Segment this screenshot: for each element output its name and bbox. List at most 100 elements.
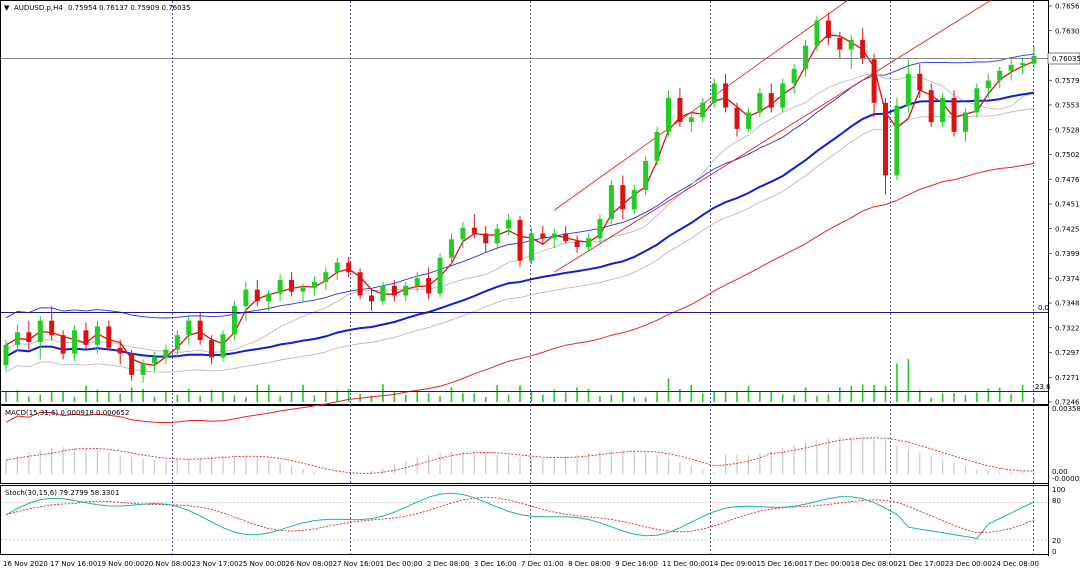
candle[interactable]	[483, 225, 489, 253]
candle[interactable]	[403, 281, 409, 302]
candle[interactable]	[197, 312, 203, 345]
candle[interactable]	[414, 272, 420, 292]
candle[interactable]	[700, 97, 706, 123]
candle[interactable]	[905, 59, 911, 113]
candle[interactable]	[780, 78, 786, 113]
candle[interactable]	[586, 233, 592, 251]
candle[interactable]	[654, 127, 660, 166]
candle[interactable]	[106, 320, 112, 350]
candle[interactable]	[894, 97, 900, 181]
candle[interactable]	[734, 102, 740, 137]
candle-body	[380, 285, 386, 302]
candle[interactable]	[643, 156, 649, 195]
candle[interactable]	[83, 322, 89, 350]
candle[interactable]	[448, 233, 454, 265]
candle[interactable]	[871, 53, 877, 118]
candle[interactable]	[14, 324, 20, 352]
candle[interactable]	[677, 88, 683, 128]
candle[interactable]	[517, 216, 523, 268]
candle[interactable]	[540, 225, 546, 246]
candle[interactable]	[951, 90, 957, 137]
candle[interactable]	[1008, 59, 1014, 81]
candle[interactable]	[563, 225, 569, 244]
candle[interactable]	[117, 340, 123, 365]
candle[interactable]	[688, 112, 694, 132]
candle[interactable]	[357, 268, 363, 300]
candle[interactable]	[186, 315, 192, 345]
candle[interactable]	[277, 274, 283, 302]
candle[interactable]	[140, 359, 146, 383]
candle[interactable]	[711, 78, 717, 108]
candle[interactable]	[757, 88, 763, 118]
price-label: 0.76305	[1055, 27, 1080, 35]
candle[interactable]	[460, 221, 466, 249]
candle[interactable]	[1020, 57, 1026, 74]
candle[interactable]	[608, 180, 614, 224]
candle[interactable]	[60, 330, 66, 360]
candle[interactable]	[437, 252, 443, 298]
candle[interactable]	[791, 64, 797, 94]
candle[interactable]	[72, 325, 78, 362]
candle[interactable]	[289, 272, 295, 297]
candle[interactable]	[254, 279, 260, 307]
candle[interactable]	[311, 276, 317, 296]
candle[interactable]	[334, 257, 340, 280]
candle[interactable]	[37, 315, 43, 360]
candle[interactable]	[974, 83, 980, 118]
candle[interactable]	[323, 267, 329, 290]
time-label: 23 Nov 17:00	[191, 560, 238, 568]
candle[interactable]	[825, 12, 831, 45]
indicator-overlays	[5, 0, 1035, 424]
candle[interactable]	[528, 228, 534, 265]
candle[interactable]	[848, 35, 854, 69]
candle[interactable]	[620, 175, 626, 219]
candle[interactable]	[369, 289, 375, 311]
candle[interactable]	[129, 349, 135, 381]
symbol-dropdown-icon[interactable]: ▼	[4, 4, 10, 12]
candle[interactable]	[551, 228, 557, 249]
candle[interactable]	[209, 335, 215, 365]
candle[interactable]	[962, 107, 968, 142]
candlesticks[interactable]	[3, 12, 1037, 383]
fast-ma-line	[5, 34, 1035, 366]
candle[interactable]	[3, 340, 9, 372]
candle[interactable]	[163, 344, 169, 365]
candle[interactable]	[426, 267, 432, 300]
candle[interactable]	[494, 223, 500, 249]
candle[interactable]	[768, 83, 774, 113]
candle[interactable]	[506, 214, 512, 236]
candle[interactable]	[151, 351, 157, 372]
candle[interactable]	[380, 281, 386, 306]
candle[interactable]	[49, 306, 55, 341]
candle[interactable]	[723, 73, 729, 113]
candle[interactable]	[231, 301, 237, 341]
candle[interactable]	[631, 185, 637, 215]
candle[interactable]	[574, 235, 580, 253]
candle[interactable]	[1031, 45, 1037, 69]
candle[interactable]	[346, 256, 352, 278]
candle[interactable]	[94, 320, 100, 354]
candle[interactable]	[266, 289, 272, 311]
candle[interactable]	[391, 279, 397, 302]
candle[interactable]	[243, 281, 249, 321]
candle[interactable]	[814, 15, 820, 52]
candle[interactable]	[997, 66, 1003, 89]
time-label: 8 Dec 08:00	[568, 560, 611, 568]
candle[interactable]	[220, 330, 226, 362]
candle[interactable]	[883, 97, 889, 195]
candle[interactable]	[745, 107, 751, 133]
time-label: 17 Dec 00:00	[804, 560, 851, 568]
candle[interactable]	[174, 330, 180, 358]
candle[interactable]	[597, 214, 603, 244]
candle[interactable]	[26, 320, 32, 350]
candle[interactable]	[985, 73, 991, 98]
candle[interactable]	[940, 93, 946, 128]
candle[interactable]	[917, 64, 923, 98]
candle[interactable]	[928, 83, 934, 128]
candle[interactable]	[300, 283, 306, 302]
candle[interactable]	[665, 90, 671, 137]
candle[interactable]	[471, 214, 477, 239]
candle[interactable]	[837, 32, 843, 60]
